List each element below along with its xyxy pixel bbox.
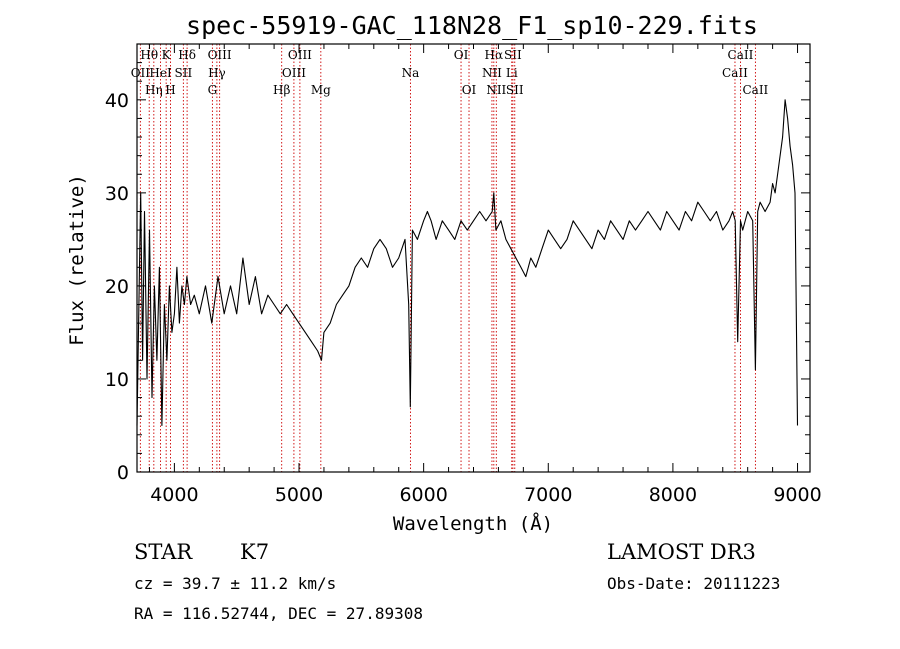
line-label-20: NII [486, 83, 506, 97]
y-tick-label-3: 30 [105, 183, 129, 205]
ra-dec: RA = 116.52744, DEC = 27.89308 [134, 604, 423, 623]
x-axis-label: Wavelength (Å) [393, 512, 553, 535]
y-tick-label-2: 20 [105, 276, 129, 298]
line-label-21: Li [506, 66, 518, 80]
y-tick-label-4: 40 [105, 90, 129, 112]
line-label-4: K [162, 48, 172, 62]
line-label-25: CaII [728, 48, 754, 62]
x-tick-label-3: 7000 [524, 484, 572, 506]
line-label-15: Na [402, 66, 420, 80]
line-label-9: Hγ [208, 66, 226, 80]
x-tick-label-1: 5000 [275, 484, 323, 506]
line-label-17: OI [462, 83, 477, 97]
line-label-8: G [208, 83, 218, 97]
spectrum-layer [136, 99, 799, 427]
y-tick-label-1: 10 [105, 369, 129, 391]
line-label-10: OIII [208, 48, 232, 62]
line-label-24: CaII [722, 66, 748, 80]
line-label-13: OIII [288, 48, 312, 62]
object-class: STAR [134, 540, 193, 564]
line-label-7: Hδ [178, 48, 196, 62]
line-label-3: HeI [149, 66, 172, 80]
emission-lines-layer: OIIHθHηHeIKHSIIHδGHγOIIIHβOIIIOIIIMgNaOI… [131, 44, 769, 472]
line-label-22: SII [504, 48, 522, 62]
line-label-23: SII [506, 83, 524, 97]
line-label-6: SII [175, 66, 193, 80]
object-subclass: K7 [240, 540, 269, 564]
x-tick-label-2: 6000 [399, 484, 447, 506]
x-tick-label-4: 8000 [649, 484, 697, 506]
line-label-0: OII [131, 66, 151, 80]
redshift-cz: cz = 39.7 ± 11.2 km/s [134, 574, 336, 593]
spectrum-line [136, 99, 799, 427]
line-label-1: Hθ [140, 48, 158, 62]
y-tick-label-0: 0 [117, 462, 129, 484]
survey-name: LAMOST DR3 [607, 540, 756, 564]
line-label-11: Hβ [273, 83, 290, 97]
x-tick-label-0: 4000 [150, 484, 198, 506]
chart-title: spec-55919-GAC_118N28_F1_sp10-229.fits [186, 11, 758, 40]
line-label-12: OIII [282, 66, 306, 80]
line-label-19: Hα [485, 48, 504, 62]
y-axis-label: Flux (relative) [66, 174, 88, 346]
plot-frame [136, 43, 811, 473]
x-tick-label-5: 9000 [773, 484, 821, 506]
line-label-16: OI [454, 48, 469, 62]
line-label-26: CaII [742, 83, 768, 97]
axis-ticks-layer: 4000 5000 6000 7000 8000 9000 0 10 20 30 40 [105, 44, 822, 506]
line-label-14: Mg [311, 83, 331, 97]
line-label-2: Hη [145, 83, 163, 97]
observation-date: Obs-Date: 20111223 [607, 574, 780, 593]
line-label-18: NII [482, 66, 502, 80]
line-label-5: H [165, 83, 175, 97]
